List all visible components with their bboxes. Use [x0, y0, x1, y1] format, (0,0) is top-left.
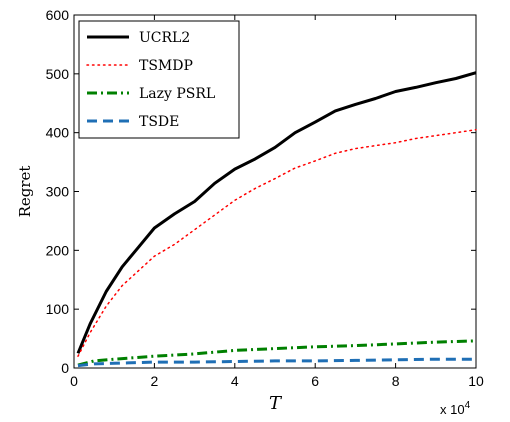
series-line-ucrl2 — [76, 71, 477, 354]
series-line-tsmdp — [77, 128, 477, 357]
x-tick-label: 6 — [311, 373, 319, 389]
y-tick-label: 0 — [61, 360, 69, 376]
legend-label: Lazy PSRL — [139, 86, 215, 102]
legend: UCRL2 TSMDP Lazy PSRL TSDE — [78, 20, 240, 139]
x-tick-label: 4 — [231, 373, 239, 389]
x-tick-label: 2 — [151, 373, 159, 389]
x-multiplier-exponent: 4 — [465, 400, 471, 411]
y-tick-label: 300 — [46, 184, 70, 200]
y-tick-label: 600 — [46, 7, 70, 23]
legend-label: TSDE — [139, 114, 179, 130]
y-tick-label: 100 — [46, 301, 70, 317]
series-line-tsde — [77, 357, 476, 368]
series-lines — [76, 71, 477, 368]
x-tick-label: 0 — [70, 373, 78, 389]
x-axis-label: T — [269, 393, 283, 414]
x-tick-label: 10 — [468, 373, 484, 389]
series-line-lazy-psrl — [77, 339, 477, 367]
x-tick-label: 8 — [392, 373, 400, 389]
legend-label: UCRL2 — [139, 30, 190, 46]
x-multiplier-base: x 10 — [440, 402, 465, 417]
legend-box — [78, 20, 240, 139]
legend-label: TSMDP — [139, 58, 193, 74]
y-tick-label: 400 — [46, 125, 70, 141]
y-axis-label: Regret — [16, 166, 34, 218]
y-tick-label: 200 — [46, 242, 70, 258]
x-multiplier: x 104 — [440, 400, 471, 417]
y-tick-label: 500 — [46, 66, 70, 82]
